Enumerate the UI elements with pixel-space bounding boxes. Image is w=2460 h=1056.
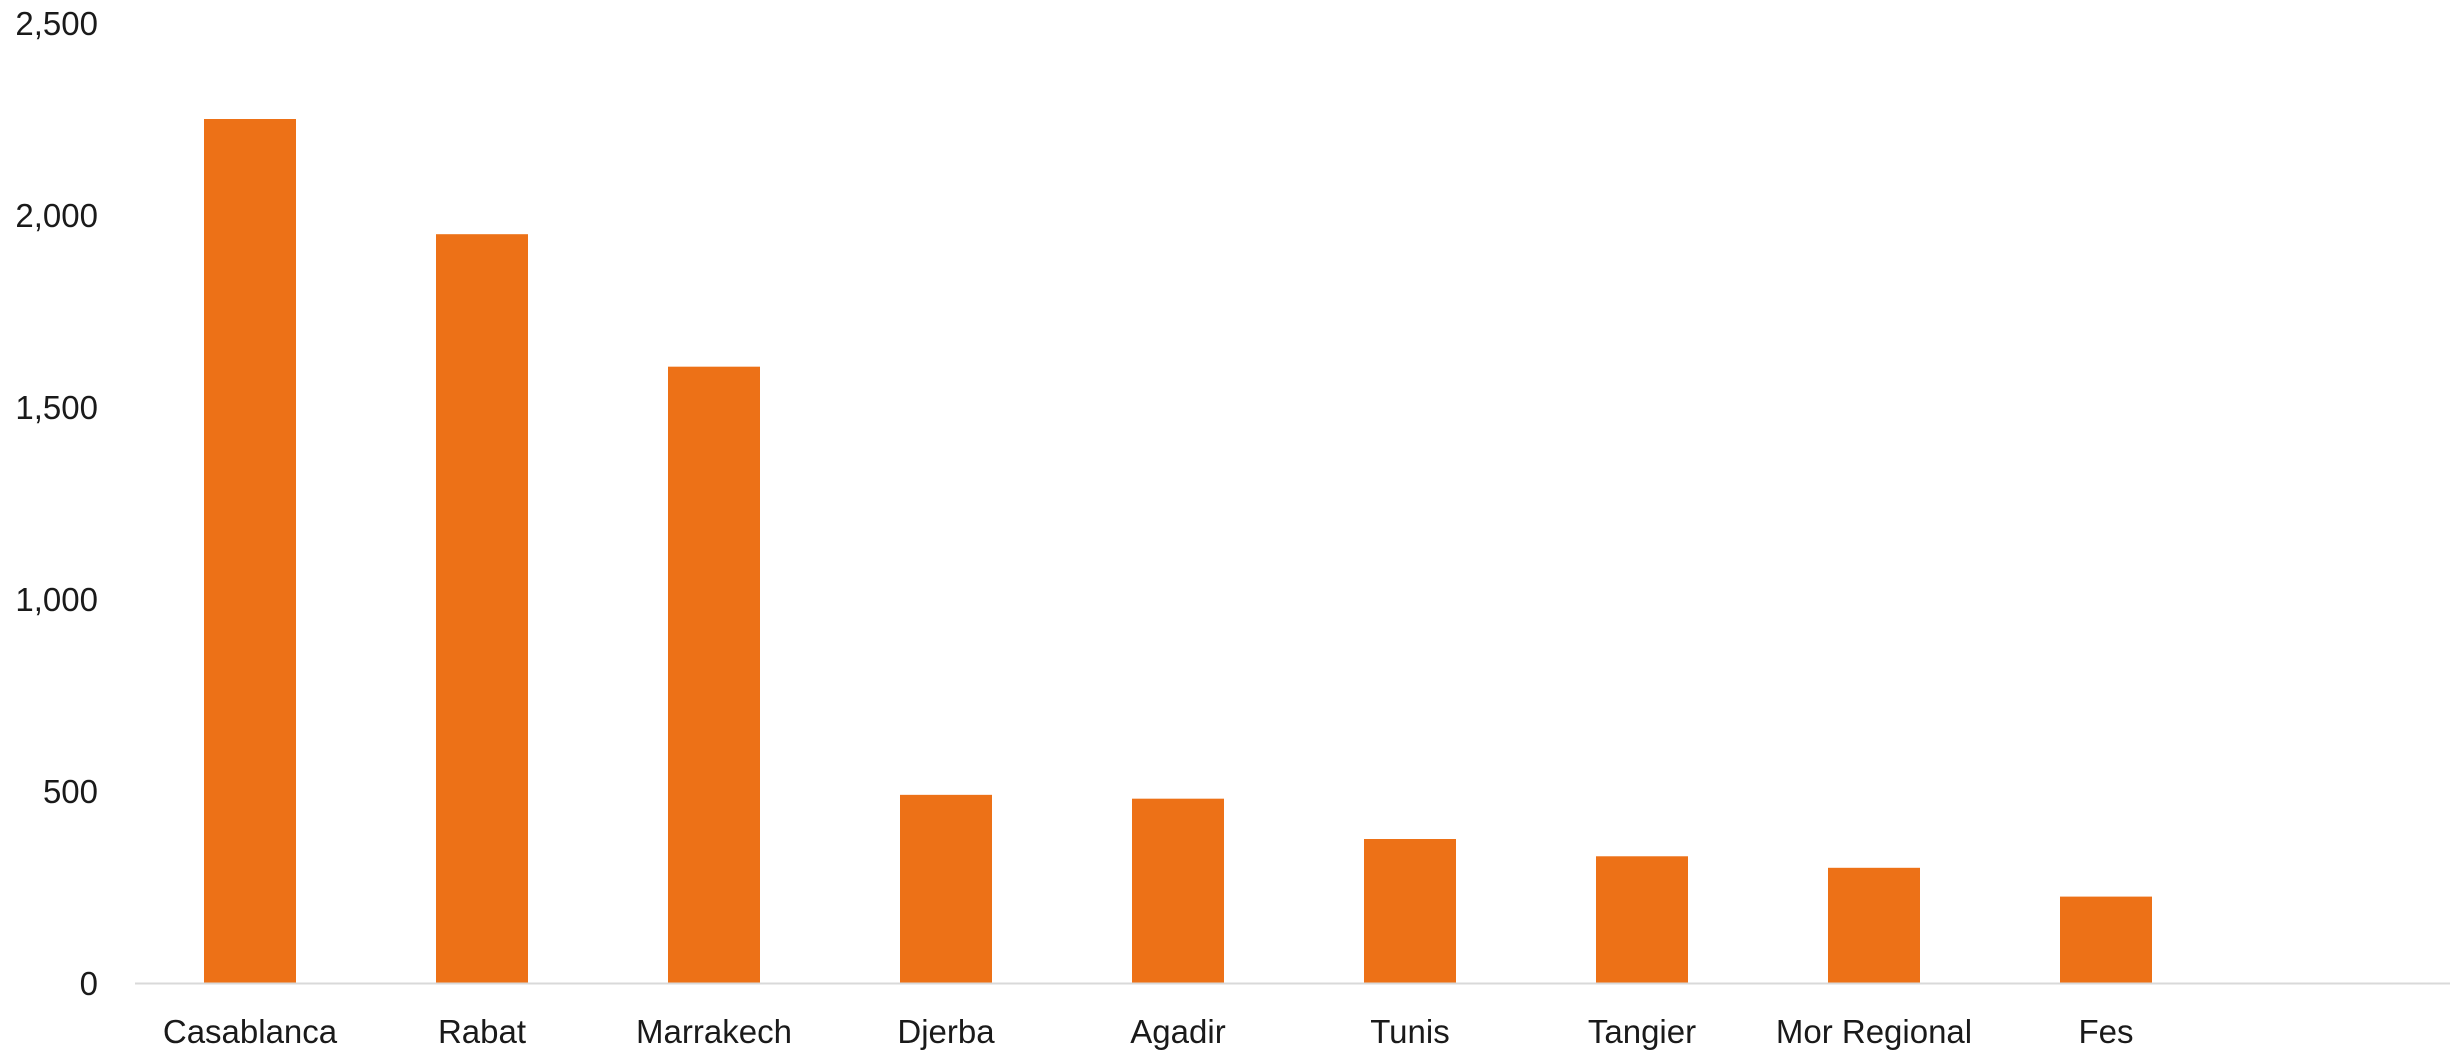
y-tick-label: 2,000 [15, 197, 98, 234]
bar [1132, 798, 1224, 983]
y-tick-label: 500 [43, 773, 98, 810]
y-tick-label: 1,000 [15, 581, 98, 618]
bar [1364, 839, 1456, 983]
y-axis-ticks: 0 500 1,000 1,500 2,000 2,500 [15, 5, 98, 1002]
x-category-label: Marrakech [636, 1013, 792, 1050]
bar [2060, 896, 2152, 983]
bar [1828, 867, 1920, 983]
x-category-label: Tangier [1588, 1013, 1696, 1050]
x-category-label: Agadir [1130, 1013, 1225, 1050]
bar [668, 366, 760, 983]
x-category-label: Mor Regional [1776, 1013, 1972, 1050]
x-category-label: Djerba [897, 1013, 995, 1050]
x-category-label: Casablanca [163, 1013, 338, 1050]
bar [436, 234, 528, 983]
bar [900, 794, 992, 983]
x-axis-category-labels: Casablanca Rabat Marrakech Djerba Agadir Tuni… [163, 1013, 2134, 1050]
bar-series [204, 119, 2152, 983]
y-tick-label: 0 [80, 965, 98, 1002]
bar [1596, 856, 1688, 983]
y-tick-label: 2,500 [15, 5, 98, 42]
x-category-label: Tunis [1370, 1013, 1449, 1050]
y-tick-label: 1,500 [15, 389, 98, 426]
x-category-label: Fes [2078, 1013, 2133, 1050]
bar [204, 119, 296, 983]
x-category-label: Rabat [438, 1013, 526, 1050]
